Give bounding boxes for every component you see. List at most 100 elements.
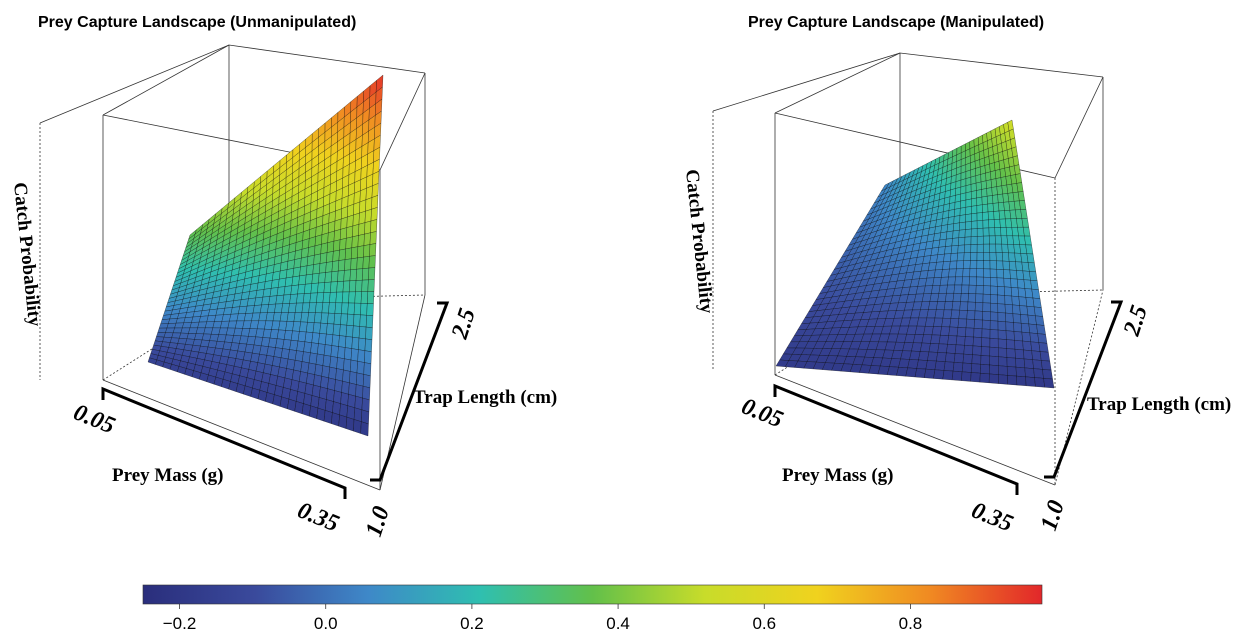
surface-cell <box>963 244 972 254</box>
surface-cell <box>338 335 347 348</box>
surface-cell <box>331 334 340 347</box>
surface-cell <box>965 213 972 223</box>
surface-cell <box>997 320 1007 331</box>
surface-cell <box>964 228 972 238</box>
surface-cell <box>994 227 1002 237</box>
surface-cell <box>1029 332 1040 343</box>
surface-cell <box>968 276 977 286</box>
surface-cell <box>1014 348 1025 360</box>
surface-cell <box>339 227 348 241</box>
surface-cell <box>971 197 978 207</box>
surface-cell <box>957 318 968 329</box>
surface-cell <box>953 284 963 294</box>
surface-cell <box>1003 286 1013 297</box>
surface-cell <box>330 281 338 293</box>
surface-cell <box>364 208 372 223</box>
surface-cell <box>956 327 967 337</box>
surface-cell <box>997 303 1006 314</box>
surface-cell <box>946 284 956 294</box>
surface-cell <box>965 318 975 329</box>
surface-cell <box>971 212 978 222</box>
surface-cell <box>954 276 963 286</box>
surface-cell <box>356 256 364 270</box>
surface-cell <box>1012 313 1022 324</box>
surface-cell <box>965 184 972 194</box>
surface-cell <box>981 319 991 330</box>
surface-cell <box>322 292 331 303</box>
surface-cell <box>956 260 965 270</box>
surface-cell <box>998 356 1008 367</box>
surface-cell <box>343 358 352 372</box>
surface-cell <box>342 280 351 293</box>
surface-cell <box>326 240 335 253</box>
surface-cell <box>958 229 966 239</box>
surface-cell <box>959 214 966 224</box>
surface-cell <box>970 252 978 261</box>
surface-cell <box>1014 340 1024 351</box>
surface-cell <box>355 372 364 387</box>
surface-cell <box>965 198 972 208</box>
surface-cell <box>999 218 1007 228</box>
surface-cell <box>983 260 991 270</box>
surface-cell <box>365 197 373 212</box>
surface-cell <box>1006 357 1017 368</box>
surface-cell <box>334 302 343 314</box>
surface-cell <box>1021 331 1032 343</box>
surface-cell <box>353 419 362 434</box>
surface-cell <box>982 227 990 237</box>
panel2-xlabel: Prey Mass (g) <box>782 465 894 486</box>
surface-cell <box>947 335 958 346</box>
surface-cell <box>997 286 1005 296</box>
surface-cell <box>327 377 336 391</box>
surface-cell <box>364 220 372 235</box>
surface-cell <box>357 349 366 363</box>
surface-cell <box>365 314 374 328</box>
surface-cell <box>958 309 968 320</box>
surface-cell <box>941 268 950 278</box>
surface-cell <box>980 355 990 366</box>
surface-cell <box>1017 287 1027 298</box>
surface-cell <box>945 230 954 240</box>
surface-cell <box>943 301 954 311</box>
surface-cell <box>330 270 339 283</box>
surface-cell <box>1005 330 1015 341</box>
surface-cell <box>368 267 376 281</box>
surface-cell <box>976 204 983 214</box>
surface-cell <box>989 252 997 262</box>
surface-cell <box>970 372 981 383</box>
colorbar-tick-label: 0.0 <box>314 614 338 633</box>
surface-cell <box>980 172 987 183</box>
surface-cell <box>1016 375 1027 387</box>
surface-cell <box>1032 359 1043 370</box>
panel1-length-axis <box>370 301 450 482</box>
surface-cell <box>975 276 984 286</box>
surface-cell <box>981 328 991 339</box>
surface-cell <box>366 291 375 304</box>
panel2-x-tick-low: 0.05 <box>738 393 787 433</box>
surface-cell <box>338 248 346 261</box>
surface-cell <box>329 355 338 369</box>
surface-cell <box>930 334 941 345</box>
surface-cell <box>1025 244 1034 255</box>
surface-cell <box>1011 146 1018 158</box>
surface-cell <box>933 317 944 327</box>
surface-cell <box>949 318 960 328</box>
surface-cell <box>1006 339 1016 350</box>
surface-cell <box>326 251 334 263</box>
surface-cell <box>314 243 322 256</box>
surface-cell <box>972 345 982 356</box>
surface-cell <box>343 269 351 282</box>
surface-cell <box>970 244 978 253</box>
surface-cell <box>935 261 944 271</box>
surface-cell <box>971 220 978 230</box>
surface-cell <box>355 384 364 399</box>
surface-cell <box>1039 351 1051 362</box>
surface-cell <box>971 205 978 215</box>
surface-cell <box>344 336 353 349</box>
surface-cell <box>975 181 982 191</box>
surface-cell <box>350 348 359 362</box>
surface-cell <box>942 260 951 270</box>
surface-cell <box>359 314 367 328</box>
surface-cell <box>970 190 977 200</box>
